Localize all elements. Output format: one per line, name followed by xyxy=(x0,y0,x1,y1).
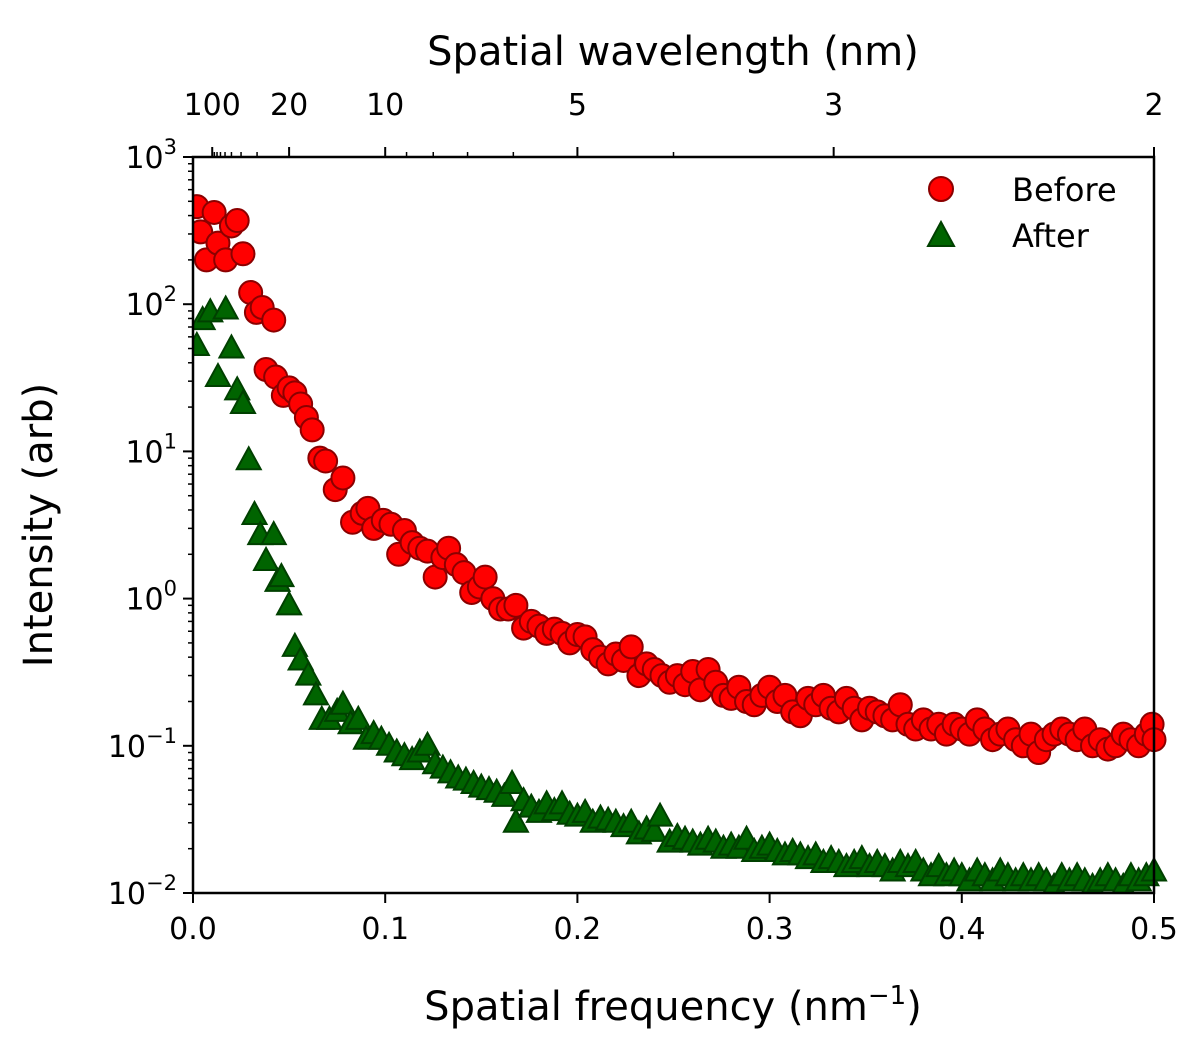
y-tick-label: 101 xyxy=(125,429,177,470)
x-axis-title-close: ) xyxy=(906,984,922,1030)
after-point xyxy=(217,333,246,359)
y-axis-title: Intensity (arb) xyxy=(16,383,62,667)
before-point xyxy=(330,465,356,491)
x-axis-title: Spatial frequency (nm−1) xyxy=(424,981,922,1030)
after-point xyxy=(490,781,519,807)
y-tick-exponent: 0 xyxy=(164,577,177,601)
x-axis-title-exponent: −1 xyxy=(868,981,906,1011)
y-tick-label: 10−2 xyxy=(108,871,177,912)
top-axis-title: Spatial wavelength (nm) xyxy=(427,29,919,75)
series-before xyxy=(193,194,1167,766)
major-ticks-layer xyxy=(183,147,1155,903)
after-point xyxy=(329,689,357,715)
top-tick-label: 5 xyxy=(568,88,587,123)
top-tick-label: 100 xyxy=(184,88,241,123)
x-tick-label: 0.0 xyxy=(169,912,217,947)
y-tick-label: 10−1 xyxy=(108,724,177,765)
before-point xyxy=(503,592,529,618)
y-tick-base: 10 xyxy=(108,877,146,912)
before-point xyxy=(201,199,227,225)
before-point xyxy=(299,417,325,443)
after-point xyxy=(260,520,288,546)
after-point xyxy=(267,562,296,588)
after-point xyxy=(275,590,303,616)
y-tick-label: 102 xyxy=(125,282,177,323)
x-tick-label: 0.2 xyxy=(554,912,602,947)
before-point xyxy=(261,307,287,333)
top-tick-label: 20 xyxy=(270,88,308,123)
before-point xyxy=(230,241,256,267)
after-point xyxy=(211,294,240,320)
series-after xyxy=(193,294,1168,893)
after-point xyxy=(193,330,211,357)
y-tick-base: 10 xyxy=(125,583,163,618)
before-point xyxy=(224,208,250,234)
x-tick-label: 0.3 xyxy=(746,912,794,947)
legend-marker-before xyxy=(928,176,954,202)
after-point xyxy=(294,660,323,686)
y-tick-base: 10 xyxy=(125,435,163,470)
top-tick-label: 10 xyxy=(366,88,404,123)
after-point xyxy=(640,816,668,842)
y-tick-base: 10 xyxy=(125,288,163,323)
after-point xyxy=(344,704,372,730)
x-axis-title-main: Spatial frequency (nm xyxy=(424,984,868,1030)
after-point xyxy=(235,445,263,471)
plot-frame xyxy=(191,155,1156,895)
after-point xyxy=(204,361,232,388)
after-point xyxy=(502,807,530,833)
top-tick-label: 2 xyxy=(1144,88,1163,123)
before-point xyxy=(472,564,498,590)
before-point xyxy=(313,448,339,474)
x-tick-label: 0.4 xyxy=(938,912,986,947)
y-tick-exponent: 3 xyxy=(164,135,177,159)
x-tick-label: 0.1 xyxy=(361,912,409,947)
after-point xyxy=(646,801,674,827)
after-point xyxy=(302,680,330,706)
after-point xyxy=(252,545,280,572)
after-point xyxy=(413,730,442,756)
legend-marker-after xyxy=(926,219,956,247)
y-tick-exponent: −2 xyxy=(146,871,177,895)
y-tick-exponent: 2 xyxy=(164,282,177,306)
y-tick-exponent: 1 xyxy=(164,429,177,453)
y-tick-base: 10 xyxy=(108,730,146,765)
data-points-layer xyxy=(193,194,1168,893)
after-point xyxy=(498,768,526,795)
y-tick-label: 103 xyxy=(125,135,177,176)
y-tick-exponent: −1 xyxy=(146,724,177,748)
before-point xyxy=(618,634,644,660)
legend-label-after: After xyxy=(1012,217,1090,255)
after-point xyxy=(229,388,257,414)
top-tick-label: 3 xyxy=(824,88,843,123)
legend: Before After xyxy=(926,171,1117,255)
y-tick-base: 10 xyxy=(125,141,163,176)
y-tick-label: 100 xyxy=(125,577,177,618)
legend-label-before: Before xyxy=(1012,171,1117,209)
x-tick-label: 0.5 xyxy=(1130,912,1178,947)
after-point xyxy=(240,499,269,525)
